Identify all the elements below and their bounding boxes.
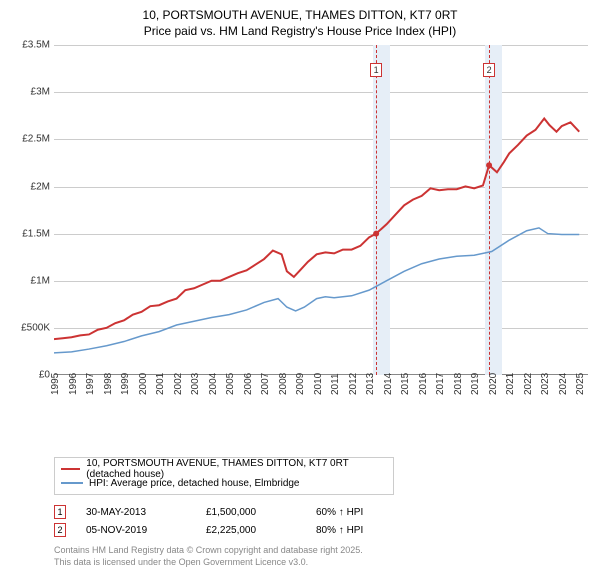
- transaction-row: 1 30-MAY-2013 £1,500,000 60% ↑ HPI: [54, 503, 588, 521]
- x-tick-label: 2016: [418, 373, 429, 395]
- series-price_paid: [54, 119, 579, 340]
- x-tick-label: 2009: [295, 373, 306, 395]
- marker-box: 2: [483, 63, 495, 77]
- legend-row: 10, PORTSMOUTH AVENUE, THAMES DITTON, KT…: [61, 462, 387, 476]
- x-tick-label: 1998: [103, 373, 114, 395]
- y-tick-label: £1.5M: [12, 228, 50, 239]
- chart-container: 10, PORTSMOUTH AVENUE, THAMES DITTON, KT…: [0, 0, 600, 560]
- footer-line-2: This data is licensed under the Open Gov…: [54, 557, 588, 569]
- x-tick-label: 2005: [225, 373, 236, 395]
- legend-swatch: [61, 482, 83, 484]
- x-tick-label: 2014: [383, 373, 394, 395]
- x-tick-label: 2004: [208, 373, 219, 395]
- chart-title: 10, PORTSMOUTH AVENUE, THAMES DITTON, KT…: [12, 8, 588, 39]
- x-tick-label: 2006: [243, 373, 254, 395]
- marker-box: 1: [370, 63, 382, 77]
- x-tick-label: 1997: [85, 373, 96, 395]
- legend: 10, PORTSMOUTH AVENUE, THAMES DITTON, KT…: [54, 457, 394, 495]
- x-tick-label: 2017: [435, 373, 446, 395]
- x-tick-label: 2002: [173, 373, 184, 395]
- x-tick-label: 2011: [330, 374, 341, 396]
- y-tick-label: £1M: [12, 275, 50, 286]
- transaction-delta: 60% ↑ HPI: [316, 507, 363, 518]
- x-tick-label: 1996: [68, 373, 79, 395]
- x-tick-label: 2024: [558, 373, 569, 395]
- y-tick-label: £500K: [12, 323, 50, 334]
- y-tick-label: £3.5M: [12, 40, 50, 51]
- line-series: [54, 45, 588, 375]
- transaction-delta: 80% ↑ HPI: [316, 525, 363, 536]
- footer: Contains HM Land Registry data © Crown c…: [54, 545, 588, 568]
- legend-label: HPI: Average price, detached house, Elmb…: [89, 478, 300, 489]
- x-tick-label: 1995: [50, 373, 61, 395]
- x-tick-label: 2012: [348, 373, 359, 395]
- transaction-row: 2 05-NOV-2019 £2,225,000 80% ↑ HPI: [54, 521, 588, 539]
- x-tick-label: 2023: [540, 373, 551, 395]
- transaction-marker: 1: [54, 505, 66, 519]
- x-tick-label: 2018: [453, 373, 464, 395]
- transaction-table: 1 30-MAY-2013 £1,500,000 60% ↑ HPI 2 05-NOV-2…: [54, 503, 588, 539]
- transaction-marker: 2: [54, 523, 66, 537]
- x-tick-label: 2021: [505, 373, 516, 395]
- x-tick-label: 2001: [155, 373, 166, 395]
- x-tick-label: 2025: [575, 373, 586, 395]
- x-tick-label: 2000: [138, 373, 149, 395]
- y-tick-label: £2.5M: [12, 134, 50, 145]
- transaction-price: £2,225,000: [206, 525, 296, 536]
- x-tick-label: 2003: [190, 373, 201, 395]
- plot-region: 12: [54, 45, 588, 375]
- x-tick-label: 2013: [365, 373, 376, 395]
- chart-area: £0£500K£1M£1.5M£2M£2.5M£3M£3.5M 12 19951…: [12, 45, 588, 415]
- x-tick-label: 1999: [120, 373, 131, 395]
- y-tick-label: £2M: [12, 181, 50, 192]
- transaction-date: 05-NOV-2019: [86, 525, 186, 536]
- legend-swatch: [61, 468, 80, 470]
- x-tick-label: 2019: [470, 373, 481, 395]
- transaction-date: 30-MAY-2013: [86, 507, 186, 518]
- x-tick-label: 2010: [313, 373, 324, 395]
- x-tick-label: 2022: [523, 373, 534, 395]
- x-tick-label: 2020: [488, 373, 499, 395]
- title-line-2: Price paid vs. HM Land Registry's House …: [12, 24, 588, 40]
- x-tick-label: 2008: [278, 373, 289, 395]
- title-line-1: 10, PORTSMOUTH AVENUE, THAMES DITTON, KT…: [12, 8, 588, 24]
- series-hpi: [54, 228, 579, 353]
- footer-line-1: Contains HM Land Registry data © Crown c…: [54, 545, 588, 557]
- x-tick-label: 2007: [260, 373, 271, 395]
- y-tick-label: £0: [12, 370, 50, 381]
- y-tick-label: £3M: [12, 87, 50, 98]
- transaction-price: £1,500,000: [206, 507, 296, 518]
- x-tick-label: 2015: [400, 373, 411, 395]
